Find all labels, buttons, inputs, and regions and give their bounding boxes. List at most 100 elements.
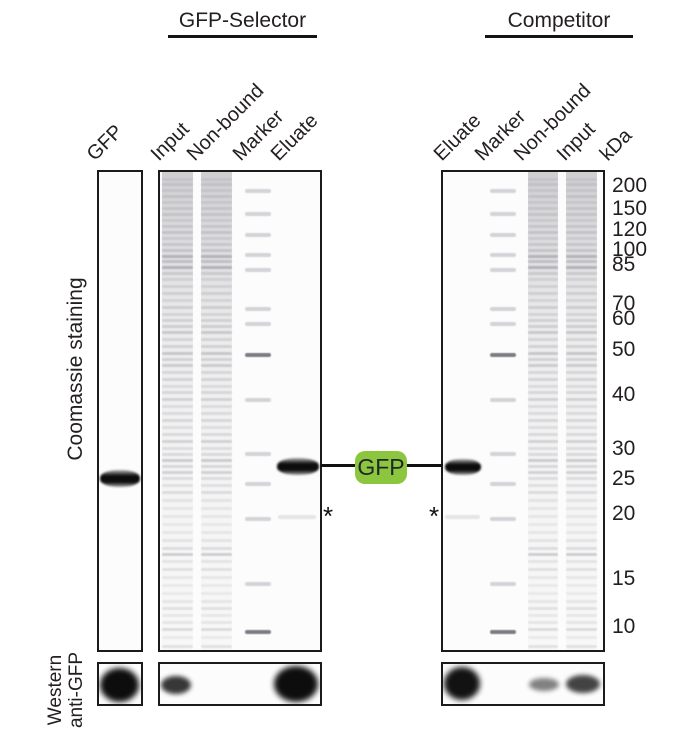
gel-band [528,338,558,341]
gel-band [566,459,597,462]
lane-label-gfp: GFP [82,120,128,166]
gel-band [162,319,193,322]
gel-band [162,515,193,518]
gel-band [201,471,232,474]
western-panel-competitor [441,662,605,706]
gel-band [528,547,558,550]
gel-band [528,213,558,216]
gel-band [162,636,193,639]
gel-band [201,306,232,309]
gel-band [162,183,193,186]
gel-band [528,237,558,240]
gel-band [566,592,597,595]
gel-band [201,207,232,210]
gel-band [528,592,558,595]
marker-band [490,212,516,216]
gel-band [162,592,193,595]
gel-band [201,628,232,631]
smear-lane [528,172,558,650]
gel-band [162,440,193,443]
gel-band [162,607,193,610]
gel-band [528,576,558,579]
gel-band [528,189,558,192]
gel-band [201,547,232,550]
gel-band [566,249,597,252]
gel-band [528,539,558,542]
gel-band [162,398,193,401]
gel-band [566,231,597,234]
gel-band [201,219,232,222]
gel-band [528,491,558,494]
gel-band [528,266,558,269]
gel-band [528,614,558,617]
gel-band [566,385,597,388]
gel-band [528,553,558,556]
gel-band [162,249,193,252]
gel-band [566,299,597,302]
asterisk-left: * [322,501,334,531]
gel-band [162,405,193,408]
marker-band [245,307,271,311]
marker-band [245,189,271,193]
gel-band [201,292,232,295]
gel-band [566,645,597,648]
marker-band [245,630,271,634]
gel-band [566,272,597,275]
gel-band [201,419,232,422]
marker-band [245,212,271,216]
gel-band [162,471,193,474]
marker-band [490,307,516,311]
gel-band [528,391,558,394]
gel-band [566,553,597,556]
gel-band [528,207,558,210]
gel-band [201,433,232,436]
gel-band [528,358,558,361]
marker-band [245,233,271,237]
gel-band [528,319,558,322]
gel-band [201,195,232,198]
gel-band [566,621,597,624]
kda-label: 70 [612,292,636,315]
gel-band [162,213,193,216]
gel-band [201,385,232,388]
gel-band [566,219,597,222]
gel-band [528,426,558,429]
gel-band [528,225,558,228]
gel-band [528,371,558,374]
western-band-input [161,676,191,694]
gel-band [162,507,193,510]
gel-band [528,385,558,388]
gel-band [162,201,193,204]
gel-band [201,447,232,450]
gel-band [162,331,193,334]
gel-band [162,433,193,436]
marker-band [490,189,516,193]
gel-band [201,237,232,240]
gel-band [566,371,597,374]
gel-band [201,178,232,181]
marker-band [245,482,271,486]
gel-band [528,231,558,234]
gel-band [566,183,597,186]
asterisk-right: * [428,501,440,531]
group-header-gfp-selector: GFP-Selector [178,9,307,32]
gel-band [162,313,193,316]
gel-band [162,560,193,563]
gel-band [162,178,193,181]
gel-band [201,453,232,456]
gel-band [528,419,558,422]
gel-band [162,600,193,603]
western-band-input [566,675,600,693]
gel-band [201,484,232,487]
western-band-nonbound [529,678,559,691]
gel-band [201,325,232,328]
gel-band [566,358,597,361]
marker-band [490,353,516,357]
gel-band [162,614,193,617]
gel-band [201,465,232,468]
gel-band [528,499,558,502]
gel-band [201,405,232,408]
gel-band [566,539,597,542]
gel-band [566,576,597,579]
gel-band [201,636,232,639]
